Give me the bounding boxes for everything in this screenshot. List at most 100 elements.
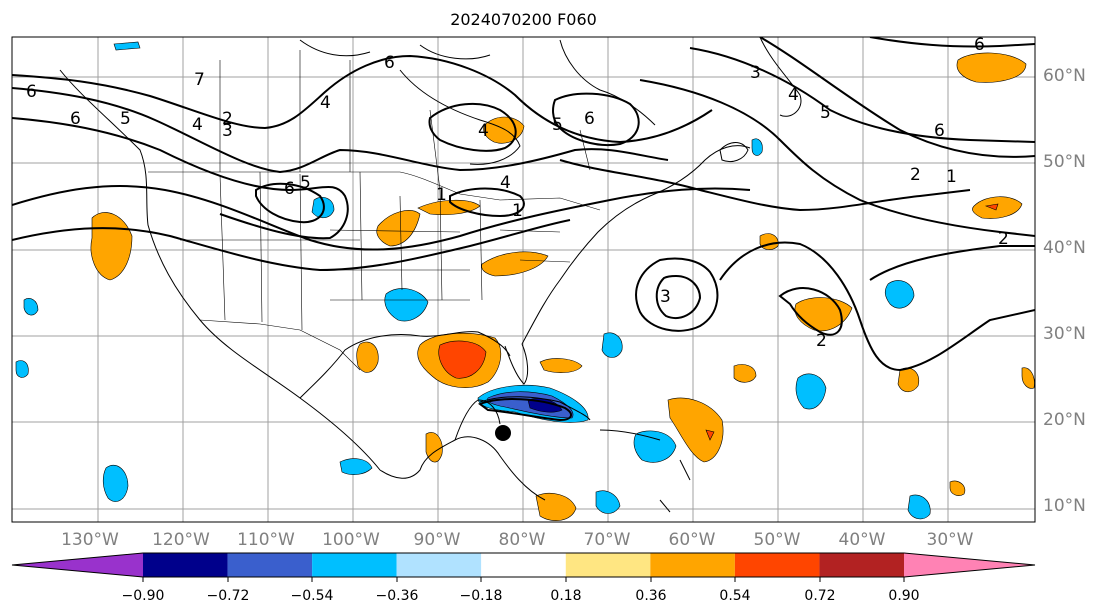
contour-14 <box>778 287 843 336</box>
contour-10 <box>559 159 971 212</box>
contour-label: 6 <box>384 53 395 73</box>
province-lines <box>219 50 591 191</box>
lon-label: 110°W <box>237 530 295 550</box>
colorbar-segment <box>227 553 313 577</box>
colorbar-tick-label: −0.18 <box>460 588 503 604</box>
labrador <box>559 39 656 126</box>
contour-label: 6 <box>26 82 37 102</box>
north-america-coast <box>59 69 546 501</box>
colorbar-segment <box>481 553 566 577</box>
lat-label: 20°N <box>1043 410 1086 430</box>
contour-label-group: 7 2 3 4 5 6 6 5 4 1 6 5 4 6 6 1 4 3 5 6 … <box>26 35 1009 351</box>
colorbar-tick-label: −0.36 <box>376 588 419 604</box>
colorbar-ticks <box>142 577 905 582</box>
atlantic-ne-positive-anomaly <box>956 52 1027 83</box>
lon-label: 50°W <box>754 530 801 550</box>
contour-label: 6 <box>934 121 945 141</box>
contour-label: 7 <box>194 70 205 90</box>
contour-label: 1 <box>436 185 447 205</box>
contour-label: 4 <box>192 115 203 135</box>
colorbar-tick-label: −0.54 <box>291 588 334 604</box>
latitude-labels: 10°N 20°N 30°N 40°N 50°N 60°N <box>1043 66 1086 516</box>
arctic-islands <box>299 39 491 60</box>
tropic-positive-2 <box>733 364 757 383</box>
contour-label: 1 <box>946 167 957 187</box>
contour-17 <box>428 102 517 152</box>
contour-20 <box>477 398 572 422</box>
greenland-south <box>759 37 802 117</box>
south-atlantic-positive <box>535 493 577 521</box>
lon-label: 90°W <box>414 530 461 550</box>
midwest-positive-anomaly <box>376 210 421 247</box>
lon-label: 120°W <box>152 530 210 550</box>
coastlines <box>59 37 802 513</box>
ne-atlantic-negative <box>601 332 623 358</box>
anomaly-fills <box>15 41 1035 521</box>
contour-19 <box>449 187 525 218</box>
lon-label: 80°W <box>499 530 546 550</box>
nicaragua-positive <box>949 480 966 496</box>
colorbar-segment <box>312 553 397 577</box>
contour-label: 2 <box>998 229 1009 249</box>
colorbar-segment <box>819 553 904 577</box>
gulf-strong-anomaly <box>438 340 487 379</box>
east-atlantic-negative <box>907 494 931 520</box>
colorbar-segment <box>12 553 143 577</box>
mexico-positive-anomaly <box>425 432 443 463</box>
contour-18 <box>552 92 640 146</box>
plains-negative-anomaly <box>311 197 335 219</box>
texas-positive-anomaly <box>356 341 379 373</box>
atlantic-e-core <box>984 203 999 211</box>
yucatan <box>454 399 501 441</box>
colorbar-segment <box>734 553 820 577</box>
lon-label: 40°W <box>839 530 886 550</box>
far-east-positive <box>1021 367 1035 389</box>
contour-label: 2 <box>910 165 921 185</box>
contour-2 <box>12 87 669 174</box>
colorbar-tick-label: 0.18 <box>550 588 581 604</box>
lat-label: 30°N <box>1043 324 1086 344</box>
colorbar-tick-label: 0.36 <box>635 588 666 604</box>
gridlines <box>12 37 1035 522</box>
contour-7 <box>689 47 1035 143</box>
lon-label: 30°W <box>927 530 974 550</box>
contour-5 <box>12 219 571 272</box>
caribbean-positive-anomaly <box>667 397 724 463</box>
contour-label: 5 <box>120 109 131 129</box>
lon-label: 60°W <box>669 530 716 550</box>
contour-3 <box>12 117 349 240</box>
atlantic-e-positive-anomaly <box>972 196 1023 219</box>
cuba <box>479 396 591 421</box>
lat-label: 40°N <box>1043 238 1086 258</box>
gulf-stream-positive <box>539 358 583 373</box>
atlantic-negative-1 <box>795 373 827 410</box>
colorbar-segment <box>396 553 482 577</box>
contour-label: 3 <box>222 121 233 141</box>
southwest-negative-anomaly <box>384 288 429 322</box>
canada-negative-small <box>113 41 141 51</box>
west-negative-small <box>23 298 39 316</box>
contour-label: 6 <box>284 179 295 199</box>
colorbar-tick-labels: −0.90 −0.72 −0.54 −0.36 −0.18 0.18 0.36 … <box>122 588 920 604</box>
contour-label: 2 <box>222 109 233 129</box>
black-dot-marker <box>495 425 511 441</box>
lon-label: 100°W <box>322 530 380 550</box>
contour-1 <box>12 54 713 144</box>
contour-label: 2 <box>816 331 827 351</box>
newfoundland <box>719 142 749 163</box>
appalachia-positive-anomaly <box>481 251 549 277</box>
colorbar-segment <box>143 553 228 577</box>
map-title: 2024070200 F060 <box>450 10 597 29</box>
contour-6 <box>639 79 1035 237</box>
west-negative-2 <box>15 360 29 378</box>
contour-16 <box>255 182 325 224</box>
contour-label: 5 <box>552 115 563 135</box>
contour-label: 5 <box>820 103 831 123</box>
colorbar-tick-label: −0.90 <box>122 588 165 604</box>
map-border <box>11 36 1036 523</box>
colorbar-segment <box>650 553 735 577</box>
contour-label: 3 <box>750 63 761 83</box>
contour-label: 6 <box>70 109 81 129</box>
contour-label: 6 <box>974 35 985 55</box>
